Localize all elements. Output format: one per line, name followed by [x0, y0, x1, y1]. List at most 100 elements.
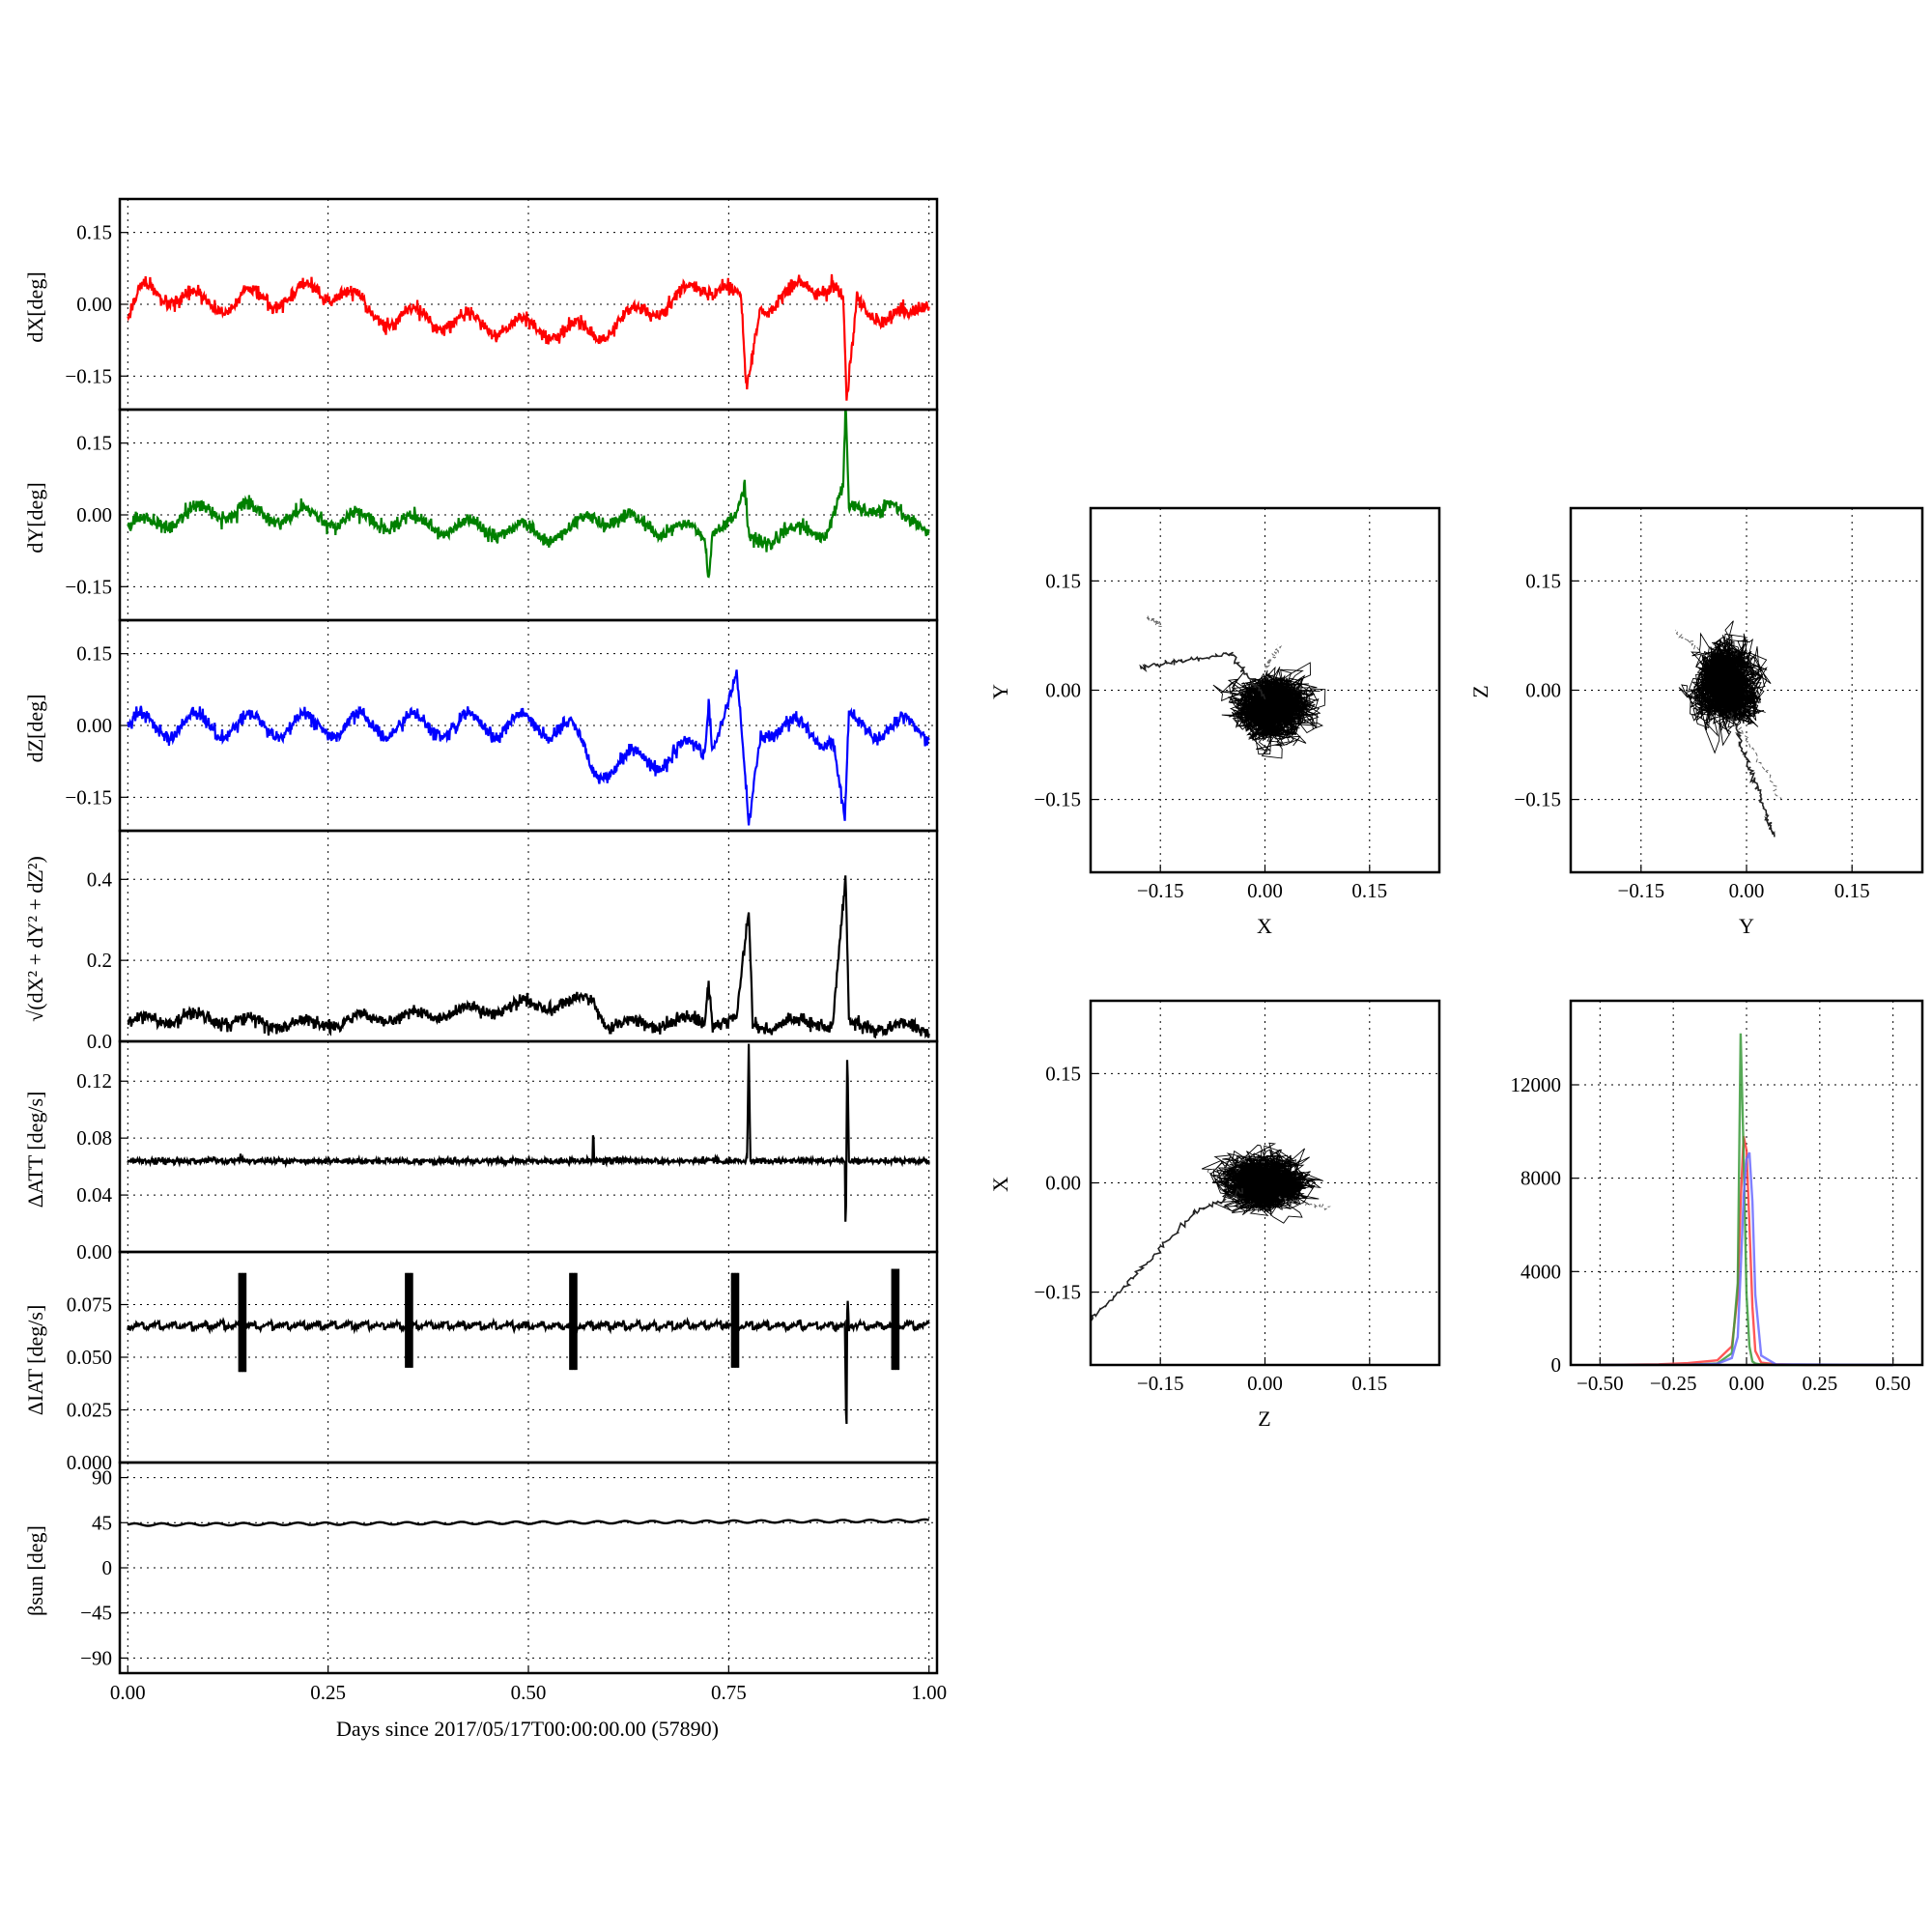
datt-ylabel: ΔATT [deg/s]: [23, 1092, 47, 1208]
zx-xtick-label: 0.00: [1247, 1372, 1283, 1395]
hist-series-2: [1600, 1151, 1893, 1367]
xy-ytick-label: 0.00: [1045, 679, 1081, 702]
dx-ytick-label: −0.15: [65, 364, 112, 387]
dz-ylabel: dZ[deg]: [23, 695, 47, 763]
datt-ytick-label: 0.08: [76, 1126, 112, 1150]
xy-xlabel: X: [1257, 914, 1272, 938]
zx-ylabel: X: [988, 1177, 1012, 1192]
zx-scatter-panel: −0.15 0.00 0.15 0.15 0.00 −0.15: [1034, 999, 1441, 1395]
hist-xtick-label: 0.50: [1875, 1372, 1911, 1395]
dy-ylabel: dY[deg]: [23, 482, 47, 553]
diat-panel: 0.075 0.050 0.025 0.000: [67, 1250, 939, 1474]
dr-series-line: [127, 875, 930, 1039]
histogram-panel: −0.50 −0.25 0.00 0.25 0.50 12000 8000 4000 0: [1511, 999, 1924, 1395]
yz-ytick-label: −0.15: [1514, 788, 1561, 811]
zx-ytick-label: 0.00: [1045, 1172, 1081, 1195]
beta-panel: 90 45 0 −45 −90: [80, 1461, 939, 1675]
zx-scatter-tail: [1207, 1157, 1247, 1174]
time-xtick-label: 0.50: [511, 1681, 547, 1704]
zx-xlabel: Z: [1258, 1406, 1270, 1431]
dy-ytick-label: 0.15: [76, 432, 112, 455]
dx-series-line: [127, 273, 930, 401]
xy-scatter-tail: [1139, 651, 1266, 700]
datt-ytick-label: 0.04: [76, 1183, 112, 1207]
hist-frame: [1569, 999, 1924, 1367]
yz-xtick-label: 0.00: [1729, 879, 1765, 902]
time-xtick-label: 1.00: [911, 1681, 947, 1704]
datt-ytick-label: 0.12: [76, 1069, 112, 1093]
dz-ytick-label: 0.00: [76, 714, 112, 737]
yz-scatter-tail: [1675, 629, 1706, 659]
dy-panel: 0.15 0.00 −0.15: [65, 408, 939, 622]
diat-ytick-label: 0.075: [67, 1293, 112, 1317]
yz-scatter-panel: −0.15 0.00 0.15 0.15 0.00 −0.15: [1514, 506, 1924, 902]
diat-ytick-label: 0.000: [67, 1451, 112, 1474]
beta-ytick-label: −90: [80, 1646, 112, 1669]
beta-ytick-label: 90: [92, 1466, 112, 1490]
yz-ytick-label: 0.15: [1525, 569, 1561, 592]
zx-scatter-cloud: [1201, 1142, 1323, 1224]
beta-ytick-label: 45: [92, 1511, 112, 1534]
beta-ytick-label: −45: [80, 1602, 112, 1625]
hist-xtick-label: 0.00: [1729, 1372, 1765, 1395]
zx-scatter-tail: [1091, 1187, 1244, 1323]
beta-series-line: [127, 1518, 930, 1527]
dz-series-line: [127, 669, 930, 826]
xy-scatter-tail: [1145, 614, 1162, 628]
xy-xtick-label: −0.15: [1137, 879, 1184, 902]
hist-ytick-label: 0: [1551, 1353, 1562, 1377]
yz-xtick-label: 0.15: [1834, 879, 1870, 902]
hist-ytick-label: 4000: [1520, 1260, 1561, 1283]
zx-frame: [1089, 999, 1441, 1367]
dx-panel: 0.15 0.00 −0.15: [65, 197, 939, 412]
datt-series-line: [127, 1043, 930, 1222]
dr-ylabel: √(dX² + dY² + dZ²): [23, 856, 47, 1022]
diat-ytick-label: 0.050: [67, 1346, 112, 1369]
diat-ylabel: ΔIAT [deg/s]: [23, 1305, 47, 1416]
dx-ytick-label: 0.00: [76, 293, 112, 316]
dr-panel: 0.4 0.2 0.0: [87, 829, 939, 1053]
beta-ytick-label: 0: [102, 1556, 113, 1579]
dr-ytick-label: 0.0: [87, 1030, 112, 1053]
xy-scatter-tail: [1264, 643, 1283, 670]
yz-ylabel: Z: [1468, 685, 1492, 697]
dr-ytick-label: 0.2: [87, 949, 112, 972]
zx-xtick-label: 0.15: [1351, 1372, 1387, 1395]
xy-scatter-cloud: [1212, 662, 1326, 759]
diat-ytick-label: 0.025: [67, 1399, 112, 1422]
dz-panel: 0.15 0.00 −0.15: [65, 618, 939, 833]
dy-ytick-label: 0.00: [76, 503, 112, 526]
datt-ytick-label: 0.00: [76, 1240, 112, 1264]
time-xlabel: Days since 2017/05/17T00:00:00.00 (57890…: [336, 1717, 719, 1741]
xy-scatter-panel: −0.15 0.00 0.15 0.15 0.00 −0.15: [1034, 506, 1441, 902]
dy-ytick-label: −0.15: [65, 575, 112, 598]
hist-xtick-label: 0.25: [1802, 1372, 1837, 1395]
hist-xtick-label: −0.25: [1650, 1372, 1697, 1395]
dz-ytick-label: 0.15: [76, 642, 112, 666]
time-xtick-label: 0.75: [711, 1681, 747, 1704]
dz-ytick-label: −0.15: [65, 785, 112, 809]
zx-xtick-label: −0.15: [1137, 1372, 1184, 1395]
time-xtick-label: 0.25: [310, 1681, 346, 1704]
yz-scatter-tail: [1737, 726, 1782, 800]
xy-frame: [1089, 506, 1441, 874]
xy-ytick-label: 0.15: [1045, 569, 1081, 592]
beta-ylabel: βsun [deg]: [23, 1525, 47, 1616]
zx-ytick-label: −0.15: [1034, 1281, 1081, 1304]
xy-ytick-label: −0.15: [1034, 788, 1081, 811]
dx-ytick-label: 0.15: [76, 221, 112, 244]
xy-xtick-label: 0.00: [1247, 879, 1283, 902]
hist-xtick-label: −0.50: [1577, 1372, 1624, 1395]
xy-xtick-label: 0.15: [1351, 879, 1387, 902]
yz-frame: [1569, 506, 1924, 874]
time-xtick-label: 0.00: [110, 1681, 146, 1704]
zx-scatter-tail: [1278, 1196, 1331, 1210]
time-axis: 0.00 0.25 0.50 0.75 1.00: [110, 1665, 947, 1704]
hist-series-0: [1600, 1135, 1893, 1367]
yz-xlabel: Y: [1739, 914, 1754, 938]
xy-ylabel: Y: [988, 684, 1012, 699]
dy-series-line: [127, 410, 930, 579]
dx-ylabel: dX[deg]: [23, 271, 47, 342]
hist-ytick-label: 8000: [1520, 1167, 1561, 1190]
